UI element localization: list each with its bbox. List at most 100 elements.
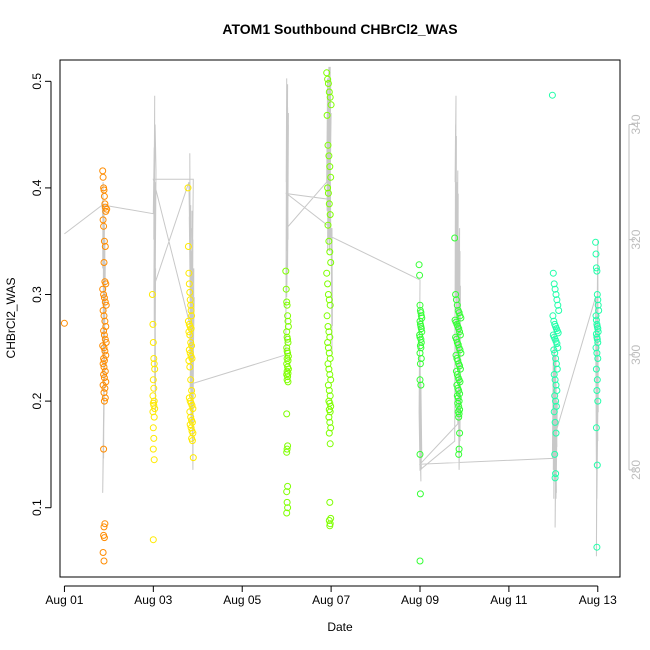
data-point	[416, 450, 424, 458]
data-point	[188, 437, 196, 445]
data-point	[552, 470, 560, 478]
data-point	[283, 298, 291, 306]
data-point	[149, 536, 157, 544]
data-point	[149, 445, 157, 453]
data-point	[326, 371, 334, 378]
points-layer	[60, 69, 603, 565]
data-point	[185, 328, 193, 336]
data-point	[284, 317, 292, 325]
data-point	[101, 317, 109, 325]
data-point	[326, 498, 334, 506]
data-point	[187, 376, 195, 384]
data-point	[324, 323, 332, 330]
data-point	[417, 344, 425, 352]
data-point	[327, 259, 335, 266]
data-point	[100, 523, 108, 531]
y2-tick-label: 280	[629, 460, 643, 480]
data-point	[283, 509, 291, 517]
series-2	[282, 69, 335, 530]
data-point	[188, 387, 196, 394]
data-point	[455, 410, 463, 418]
data-point	[326, 211, 334, 219]
data-point	[325, 413, 333, 421]
data-point	[283, 344, 291, 352]
data-point	[150, 456, 158, 464]
data-point	[324, 189, 332, 197]
data-point	[324, 339, 332, 346]
data-point	[101, 394, 109, 402]
data-point	[186, 408, 194, 416]
data-point	[100, 397, 108, 405]
y2-tick-label: 340	[629, 114, 643, 134]
data-point	[102, 301, 110, 309]
data-point	[185, 357, 193, 365]
data-point	[554, 301, 562, 309]
data-point	[99, 360, 107, 368]
data-point	[551, 474, 559, 482]
data-point	[416, 317, 424, 325]
x-tick-label: Aug 01	[45, 593, 83, 607]
y2-tick-label: 320	[629, 229, 643, 249]
data-point	[99, 285, 107, 293]
data-point	[416, 490, 424, 498]
data-point	[551, 376, 559, 384]
y-tick-label: 0.1	[30, 499, 44, 516]
data-point	[323, 69, 331, 77]
data-point	[187, 307, 195, 314]
data-point	[148, 291, 156, 298]
data-point	[101, 298, 109, 306]
data-point	[282, 267, 290, 275]
axes-layer: Aug 01 Aug 03 Aug 05 Aug 07 Aug 09 Aug 11 Aug …	[30, 73, 643, 607]
data-point	[60, 319, 68, 327]
data-point	[451, 234, 459, 242]
data-point	[324, 80, 332, 87]
data-point	[327, 101, 335, 109]
data-point	[284, 504, 292, 512]
data-point	[188, 342, 196, 350]
data-point	[186, 363, 194, 371]
series-0	[60, 167, 111, 565]
data-point	[325, 429, 333, 437]
data-point	[324, 280, 332, 288]
data-point	[594, 296, 602, 304]
data-point	[326, 163, 334, 171]
data-point	[99, 307, 107, 314]
data-point	[593, 335, 601, 343]
data-point	[284, 349, 292, 357]
data-point	[150, 434, 158, 442]
data-point	[593, 461, 601, 469]
data-point	[283, 448, 291, 456]
x-tick-label: Aug 09	[401, 593, 439, 607]
data-point	[417, 381, 425, 389]
data-point	[455, 450, 463, 458]
data-point	[184, 184, 192, 192]
data-point	[455, 325, 463, 333]
data-point	[552, 360, 560, 368]
data-point	[553, 365, 561, 373]
x-tick-label: Aug 07	[312, 593, 350, 607]
data-point	[550, 408, 558, 416]
data-point	[456, 362, 464, 370]
data-point	[284, 312, 292, 320]
data-point	[99, 549, 107, 556]
data-point	[100, 371, 108, 378]
data-point	[592, 330, 600, 338]
data-point	[323, 269, 331, 277]
data-point	[551, 392, 559, 400]
series-1	[148, 184, 197, 544]
data-point	[551, 450, 559, 458]
data-point	[416, 271, 424, 279]
data-point	[189, 454, 197, 462]
data-point	[592, 424, 600, 432]
data-point	[150, 360, 158, 368]
y-axis-label: CHBrCl2_WAS	[4, 278, 18, 359]
data-point	[452, 367, 460, 375]
data-point	[188, 401, 196, 409]
data-point	[551, 285, 559, 293]
data-point	[284, 369, 292, 377]
data-point	[151, 365, 159, 373]
data-point	[100, 294, 108, 302]
data-point	[100, 363, 108, 371]
data-point	[100, 327, 108, 335]
